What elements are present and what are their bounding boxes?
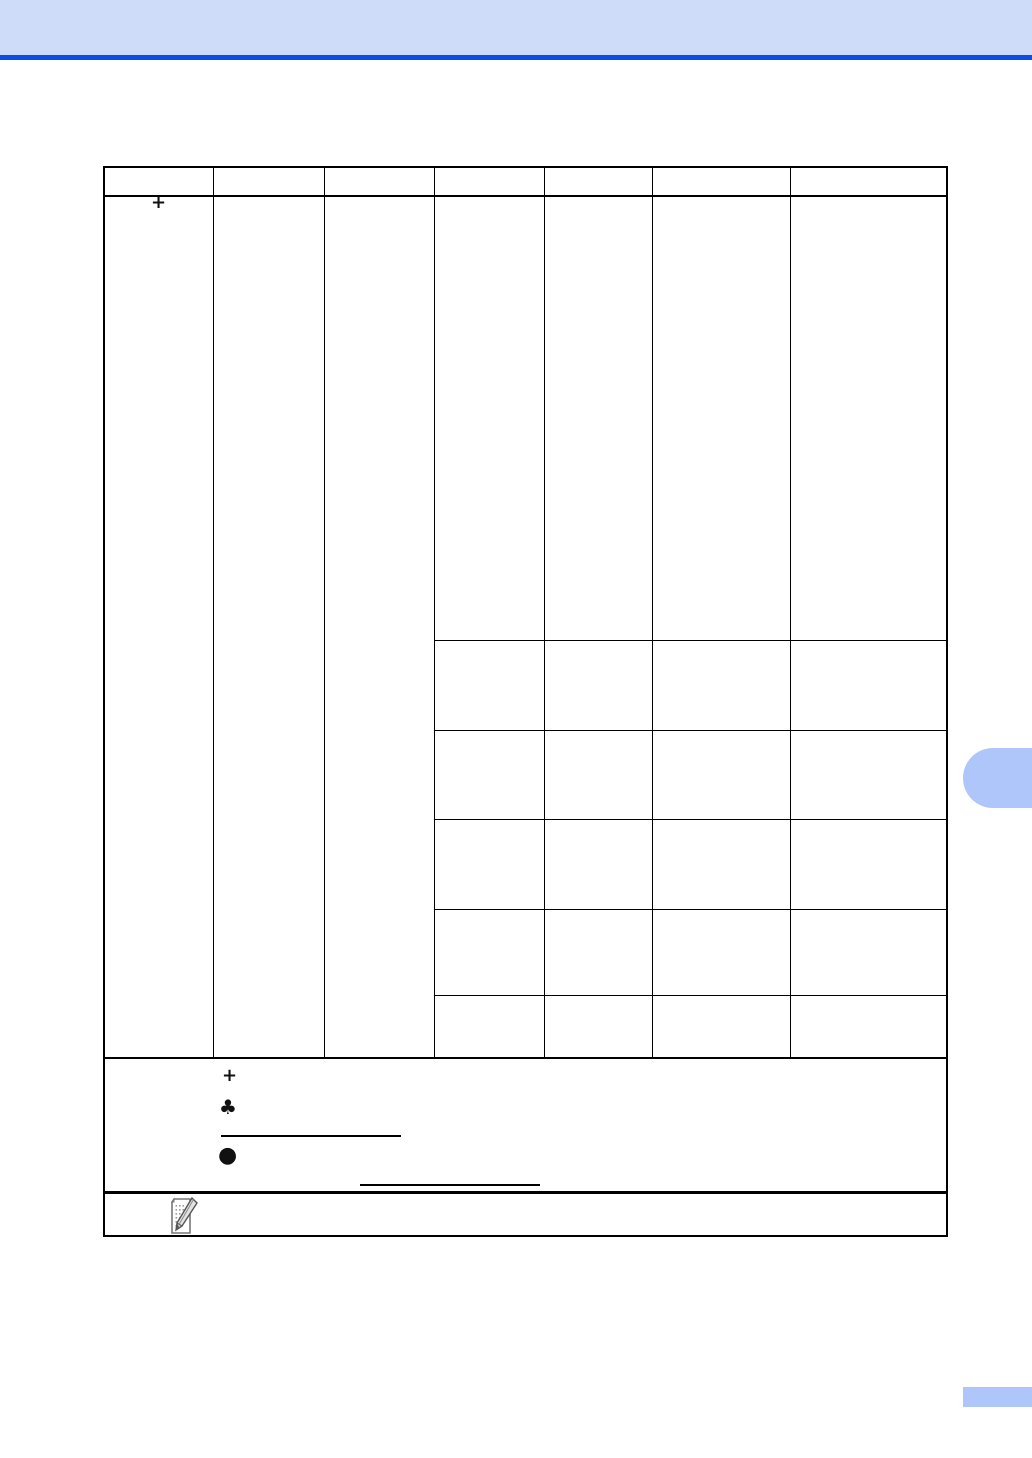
grid-row-divider-2	[434, 730, 946, 731]
header-rule	[0, 55, 1032, 60]
side-index-tab	[963, 748, 1032, 808]
footnote-underline-1	[221, 1135, 401, 1137]
header-cell	[792, 172, 944, 192]
table-cell-marker-plus: +	[151, 192, 167, 213]
grid-column-divider-5	[652, 168, 653, 1057]
header-band	[0, 0, 1032, 55]
grid-row-divider-5	[434, 995, 946, 996]
note-row	[103, 1194, 948, 1237]
table-header-divider	[105, 195, 946, 197]
header-cell	[107, 172, 211, 192]
header-cell	[326, 172, 432, 192]
note-pencil-icon	[169, 1196, 199, 1239]
corner-block	[963, 1387, 1032, 1407]
header-cell	[436, 172, 542, 192]
grid-row-divider-4	[434, 909, 946, 910]
grid-column-divider-1	[213, 168, 214, 1057]
data-table: +	[103, 166, 948, 1059]
footnote-marker-club: ♣	[219, 1095, 237, 1119]
header-cell	[215, 172, 322, 192]
grid-column-divider-6	[790, 168, 791, 1057]
grid-column-divider-3	[434, 168, 435, 1057]
footnote-underline-2	[360, 1184, 540, 1186]
header-cell	[654, 172, 788, 192]
grid-row-divider-3	[434, 819, 946, 820]
footnote-section: + ♣ ●	[103, 1059, 948, 1194]
grid-column-divider-4	[544, 168, 545, 1057]
footnote-marker-bullet: ●	[218, 1143, 238, 1168]
footnote-marker-plus: +	[222, 1065, 238, 1086]
grid-row-divider-1	[434, 640, 946, 641]
grid-column-divider-2	[324, 168, 325, 1057]
header-cell	[546, 172, 650, 192]
